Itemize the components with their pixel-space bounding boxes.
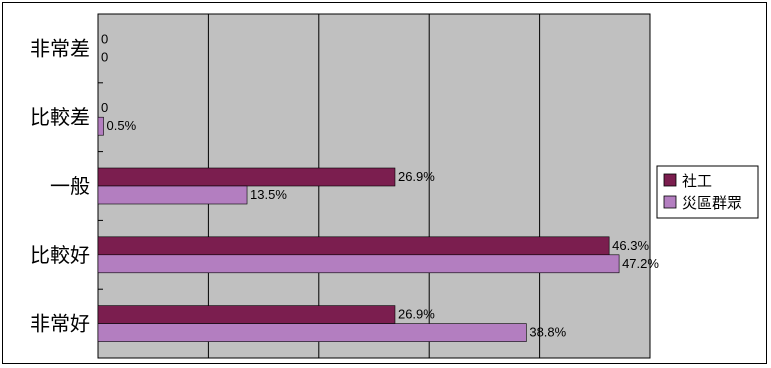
legend-swatch [663,173,677,187]
bar-disaster-public [97,254,620,274]
bar-disaster-public [97,323,527,342]
data-label: 0.5% [107,118,137,133]
legend-label: 災區群眾 [682,194,742,212]
legend-swatch [663,195,677,209]
category-label: 非常差 [30,36,90,60]
category-label: 比較差 [30,105,90,129]
data-label: 38.8% [529,325,566,340]
data-label: 46.3% [612,238,649,253]
data-label: 0 [101,49,108,64]
data-label: 47.2% [622,256,659,271]
data-label: 13.5% [250,187,287,202]
category-ticks [98,82,103,290]
bar-social-worker [97,236,610,256]
bar-disaster-public [97,116,104,136]
data-label: 26.9% [398,307,435,322]
bars [97,116,620,342]
data-label: 0 [101,31,108,46]
data-labels: 0 0 0 0.5% 26.9% 13.5% 46.3% 47.2% 26.9% 38.8% [101,31,659,339]
legend-label: 社工 [682,172,712,190]
category-label: 一般 [50,174,90,198]
data-label: 0 [101,100,108,115]
bar-disaster-public [97,185,248,205]
bar-social-worker [97,305,396,324]
bar-social-worker [97,167,396,187]
category-label: 非常好 [30,312,90,336]
data-label: 26.9% [398,169,435,184]
category-label: 比較好 [30,243,90,267]
